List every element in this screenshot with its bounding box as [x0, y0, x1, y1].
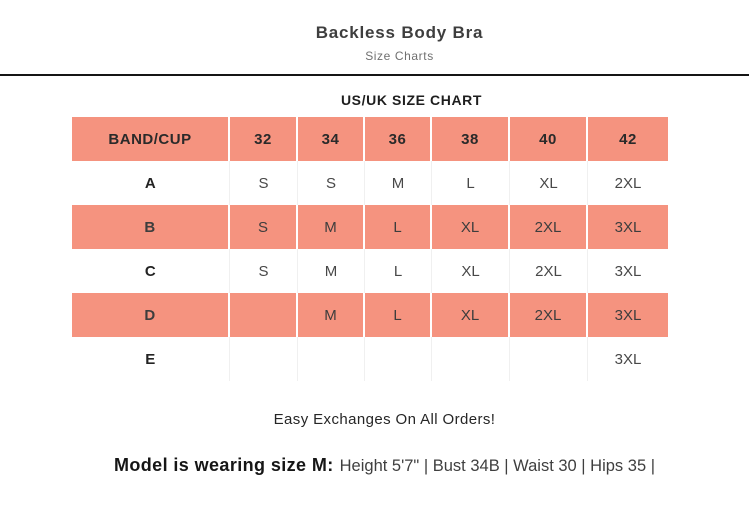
size-chart-column-header: 42	[588, 117, 668, 161]
size-chart-column-header: 32	[230, 117, 298, 161]
size-cell: S	[298, 161, 365, 205]
size-cell: XL	[510, 161, 588, 205]
section-heading: US/UK SIZE CHART	[340, 92, 483, 108]
model-info-line: Model is wearing size M: Height 5'7" | Bu…	[10, 455, 749, 476]
size-cell: L	[432, 161, 510, 205]
size-chart-row: C S M L XL 2XL 3XL	[72, 249, 668, 293]
page-header: Backless Body Bra Size Charts	[25, 22, 749, 63]
band-cell: E	[72, 337, 230, 381]
size-cell: S	[230, 205, 298, 249]
size-chart-column-header: 34	[298, 117, 365, 161]
size-cell	[432, 337, 510, 381]
size-cell	[230, 337, 298, 381]
size-chart-row: B S M L XL 2XL 3XL	[72, 205, 668, 249]
size-cell: L	[365, 205, 432, 249]
size-cell: 2XL	[510, 293, 588, 337]
band-cell: D	[72, 293, 230, 337]
size-cell: 3XL	[588, 293, 668, 337]
size-cell: 2XL	[510, 249, 588, 293]
size-cell: M	[298, 293, 365, 337]
size-cell: 3XL	[588, 249, 668, 293]
size-chart-row: D M L XL 2XL 3XL	[72, 293, 668, 337]
model-measurements: Height 5'7" | Bust 34B | Waist 30 | Hips…	[339, 457, 655, 475]
size-chart-row: A S S M L XL 2XL	[72, 161, 668, 205]
band-cell: A	[72, 161, 230, 205]
size-cell: 2XL	[588, 161, 668, 205]
size-cell: M	[298, 249, 365, 293]
band-cell: C	[72, 249, 230, 293]
size-chart-column-header: 40	[510, 117, 588, 161]
size-cell: 3XL	[588, 337, 668, 381]
size-cell: S	[230, 249, 298, 293]
size-cell: XL	[432, 205, 510, 249]
exchange-note: Easy Exchanges On All Orders!	[273, 411, 496, 428]
size-cell: M	[365, 161, 432, 205]
model-size-label: Model is wearing size M:	[113, 455, 334, 475]
size-cell: XL	[432, 249, 510, 293]
size-cell	[230, 293, 298, 337]
header-divider	[0, 74, 749, 76]
band-cell: B	[72, 205, 230, 249]
size-chart-row: E 3XL	[72, 337, 668, 381]
size-cell	[365, 337, 432, 381]
size-chart-column-header: BAND/CUP	[72, 117, 230, 161]
page-title: Backless Body Bra	[315, 23, 484, 42]
size-cell	[298, 337, 365, 381]
size-chart-column-header: 38	[432, 117, 510, 161]
size-cell: M	[298, 205, 365, 249]
size-cell: XL	[432, 293, 510, 337]
size-cell: S	[230, 161, 298, 205]
size-chart-body: A S S M L XL 2XL B S M L XL 2XL 3XL C S M L XL 2XL 3XL D M L XL 2…	[72, 161, 668, 381]
size-cell: L	[365, 249, 432, 293]
size-chart-table: BAND/CUP 32 34 36 38 40 42 A S S M L XL 2XL B S M L XL 2XL…	[72, 117, 668, 381]
size-chart-header-row: BAND/CUP 32 34 36 38 40 42	[72, 117, 668, 161]
size-cell	[510, 337, 588, 381]
size-cell: L	[365, 293, 432, 337]
page-subtitle: Size Charts	[365, 49, 434, 63]
size-cell: 3XL	[588, 205, 668, 249]
size-chart-column-header: 36	[365, 117, 432, 161]
size-cell: 2XL	[510, 205, 588, 249]
